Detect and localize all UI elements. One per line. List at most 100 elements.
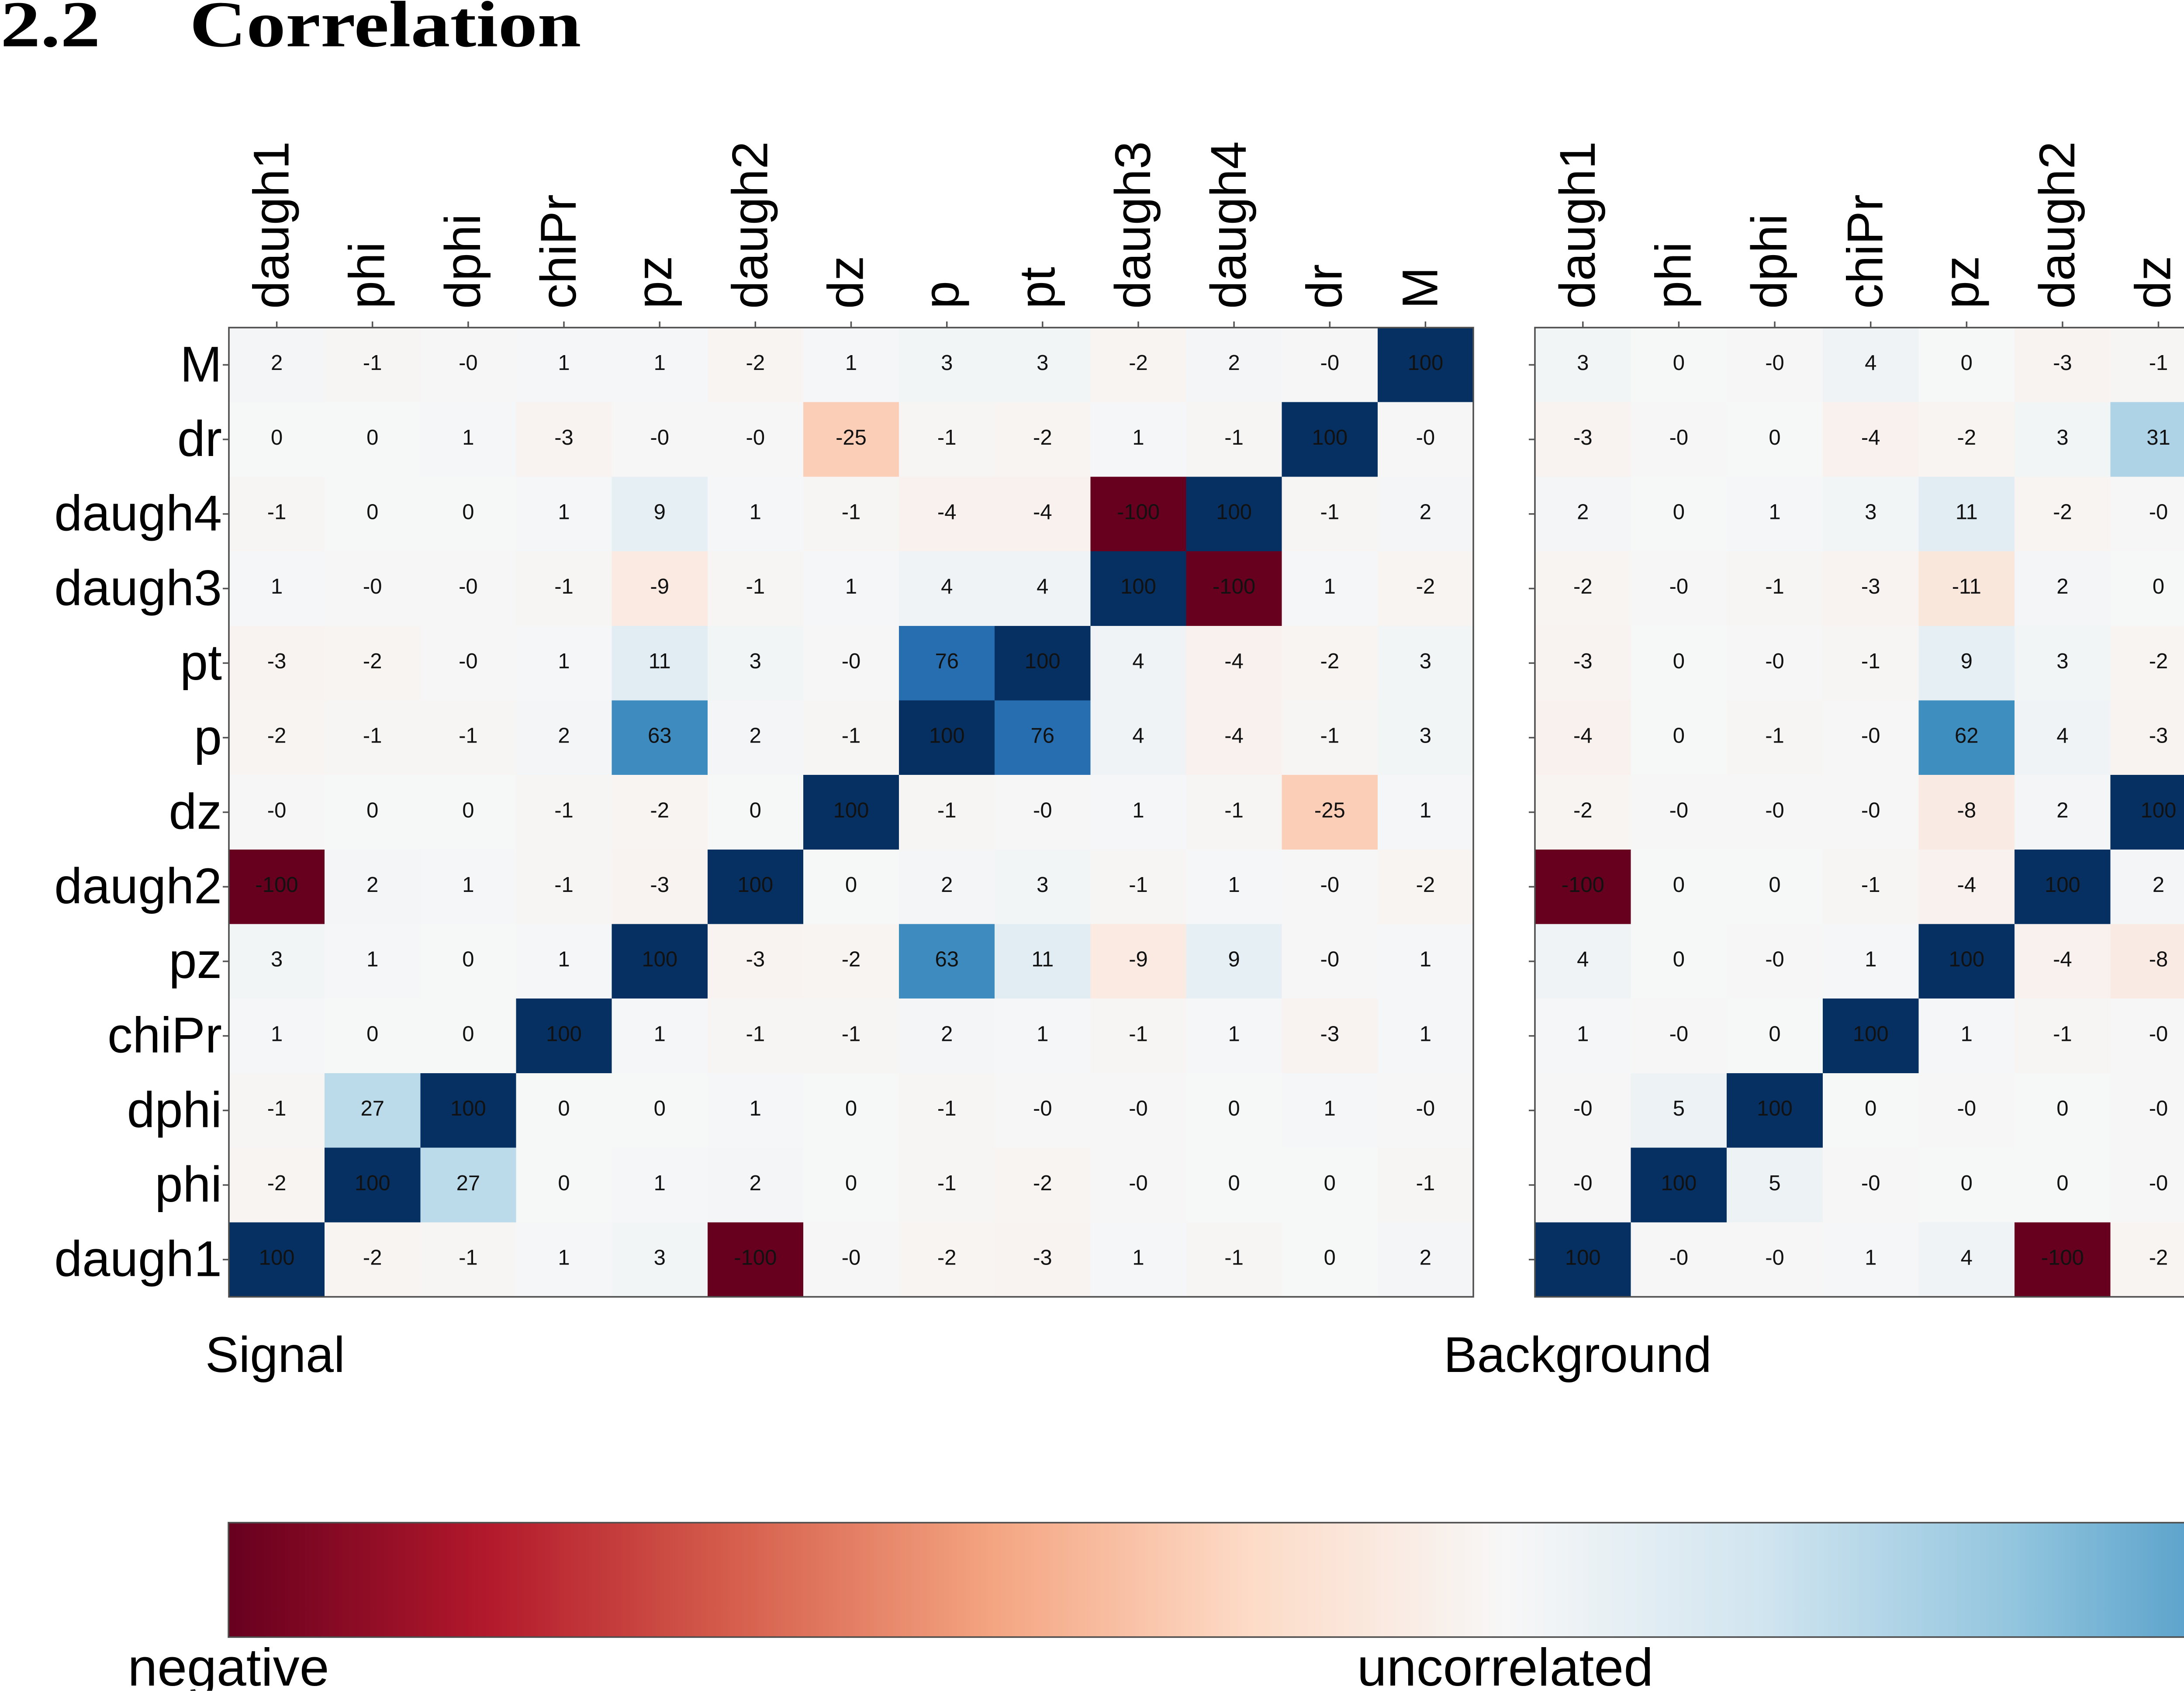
svg-text:100: 100 xyxy=(1120,575,1156,598)
svg-text:dz: dz xyxy=(2125,256,2181,309)
svg-text:-2: -2 xyxy=(2149,1246,2168,1270)
svg-text:-2: -2 xyxy=(1320,650,1340,673)
svg-text:31: 31 xyxy=(2146,426,2170,449)
svg-text:-0: -0 xyxy=(1765,1246,1784,1270)
svg-text:-0: -0 xyxy=(746,426,765,449)
svg-text:-3: -3 xyxy=(1573,426,1593,449)
svg-text:0: 0 xyxy=(462,1022,474,1046)
svg-text:27: 27 xyxy=(360,1097,384,1120)
svg-text:-1: -1 xyxy=(2149,351,2168,375)
svg-text:dz: dz xyxy=(818,256,874,309)
svg-text:daugh3: daugh3 xyxy=(54,560,222,616)
svg-text:1: 1 xyxy=(750,1097,761,1120)
svg-text:4: 4 xyxy=(2056,724,2068,748)
svg-text:-100: -100 xyxy=(1213,575,1255,598)
svg-text:-2: -2 xyxy=(1573,575,1593,598)
svg-text:-8: -8 xyxy=(1957,798,1977,822)
svg-text:63: 63 xyxy=(648,724,672,748)
svg-text:1: 1 xyxy=(271,575,283,598)
svg-text:11: 11 xyxy=(1956,501,1978,524)
svg-text:1: 1 xyxy=(1420,948,1431,971)
svg-text:3: 3 xyxy=(654,1246,666,1270)
svg-text:2: 2 xyxy=(750,1171,761,1195)
svg-text:-0: -0 xyxy=(1129,1097,1148,1120)
svg-text:-1: -1 xyxy=(1765,575,1784,598)
svg-text:100: 100 xyxy=(2141,798,2177,822)
svg-text:dz: dz xyxy=(169,784,222,840)
svg-text:-0: -0 xyxy=(842,650,861,673)
svg-text:3: 3 xyxy=(1420,724,1431,748)
svg-text:2: 2 xyxy=(1577,501,1589,524)
svg-text:0: 0 xyxy=(558,1171,570,1195)
svg-text:daugh1: daugh1 xyxy=(1550,141,1606,309)
svg-text:9: 9 xyxy=(1961,650,1973,673)
svg-text:-4: -4 xyxy=(1224,724,1244,748)
svg-text:daugh2: daugh2 xyxy=(722,141,778,309)
svg-text:-0: -0 xyxy=(1957,1097,1977,1120)
svg-text:-0: -0 xyxy=(2149,501,2168,524)
svg-text:-3: -3 xyxy=(1573,650,1593,673)
svg-text:100: 100 xyxy=(1853,1022,1889,1046)
svg-text:-0: -0 xyxy=(267,798,287,822)
svg-text:-1: -1 xyxy=(1861,650,1880,673)
svg-text:0: 0 xyxy=(2153,575,2164,598)
svg-text:-1: -1 xyxy=(1224,426,1244,449)
svg-text:0: 0 xyxy=(845,873,857,897)
svg-text:-0: -0 xyxy=(363,575,382,598)
svg-text:3: 3 xyxy=(2056,426,2068,449)
svg-text:0: 0 xyxy=(2056,1171,2068,1195)
svg-text:-2: -2 xyxy=(363,1246,382,1270)
svg-text:-2: -2 xyxy=(267,1171,287,1195)
svg-text:100: 100 xyxy=(1565,1246,1601,1270)
svg-text:100: 100 xyxy=(355,1171,390,1195)
svg-text:0: 0 xyxy=(366,501,378,524)
svg-text:0: 0 xyxy=(1673,351,1685,375)
svg-text:-4: -4 xyxy=(1573,724,1593,748)
svg-text:4: 4 xyxy=(941,575,953,598)
svg-text:-4: -4 xyxy=(1861,426,1880,449)
svg-text:-3: -3 xyxy=(554,426,574,449)
svg-text:4: 4 xyxy=(1037,575,1048,598)
svg-text:-4: -4 xyxy=(1033,501,1052,524)
svg-text:0: 0 xyxy=(366,1022,378,1046)
svg-text:uncorrelated: uncorrelated xyxy=(1357,1638,1653,1691)
svg-text:100: 100 xyxy=(1216,501,1252,524)
svg-text:-2: -2 xyxy=(1033,426,1052,449)
svg-text:-0: -0 xyxy=(459,575,478,598)
svg-text:-1: -1 xyxy=(1224,798,1244,822)
svg-text:-2: -2 xyxy=(1573,798,1593,822)
svg-text:-0: -0 xyxy=(1033,1097,1052,1120)
svg-text:2: 2 xyxy=(1420,1246,1431,1270)
svg-text:-1: -1 xyxy=(267,501,287,524)
svg-text:phi: phi xyxy=(155,1157,222,1213)
svg-text:1: 1 xyxy=(1228,873,1240,897)
svg-text:-1: -1 xyxy=(363,351,382,375)
svg-text:-1: -1 xyxy=(1320,501,1340,524)
svg-text:0: 0 xyxy=(462,798,474,822)
svg-text:p: p xyxy=(914,281,970,309)
svg-text:-0: -0 xyxy=(1861,798,1880,822)
svg-text:-1: -1 xyxy=(937,798,957,822)
svg-text:2: 2 xyxy=(366,873,378,897)
svg-text:-0: -0 xyxy=(459,650,478,673)
svg-text:0: 0 xyxy=(654,1097,666,1120)
svg-text:-1: -1 xyxy=(746,1022,765,1046)
svg-text:100: 100 xyxy=(737,873,773,897)
svg-text:0: 0 xyxy=(366,798,378,822)
svg-text:3: 3 xyxy=(1577,351,1589,375)
svg-text:-1: -1 xyxy=(1320,724,1340,748)
svg-text:4: 4 xyxy=(1865,351,1876,375)
svg-text:-1: -1 xyxy=(1129,1022,1148,1046)
svg-text:-0: -0 xyxy=(459,351,478,375)
svg-text:-100: -100 xyxy=(734,1246,777,1270)
svg-text:1: 1 xyxy=(462,426,474,449)
svg-text:phi: phi xyxy=(1645,242,1701,309)
svg-text:4: 4 xyxy=(1577,948,1589,971)
svg-text:1: 1 xyxy=(558,948,570,971)
svg-text:chiPr: chiPr xyxy=(107,1008,222,1064)
svg-text:-0: -0 xyxy=(650,426,669,449)
svg-text:63: 63 xyxy=(935,948,959,971)
svg-text:-1: -1 xyxy=(1765,724,1784,748)
svg-text:-1: -1 xyxy=(554,798,574,822)
svg-text:-0: -0 xyxy=(2149,1171,2168,1195)
